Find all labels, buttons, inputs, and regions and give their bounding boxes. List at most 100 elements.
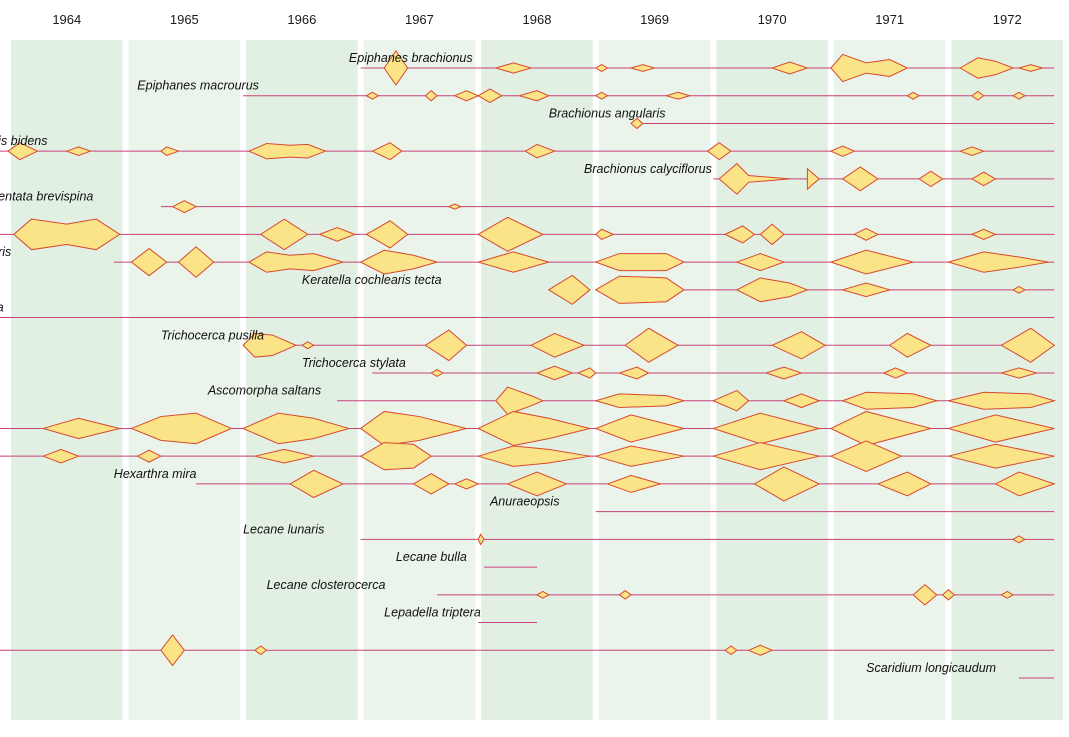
series-label: Brachionus angularis bidens xyxy=(0,134,47,148)
abundance-blob xyxy=(830,53,909,83)
abundance-blob xyxy=(424,89,438,102)
abundance-blob xyxy=(365,91,380,100)
species-row: Anuraeopsis xyxy=(489,495,1055,513)
abundance-blob xyxy=(254,645,268,656)
species-row: Brachionus quadridentata brevispina xyxy=(0,190,1055,214)
year-tick-label: 1965 xyxy=(170,12,199,27)
species-row: Trichocerca pusilla xyxy=(161,327,1056,363)
species-row: Lecane closterocerca xyxy=(267,578,1055,606)
species-row: Scaridium longicaudum xyxy=(866,661,1055,679)
abundance-blob xyxy=(241,412,351,445)
abundance-blob xyxy=(65,146,92,156)
abundance-blob xyxy=(130,247,168,277)
abundance-blob xyxy=(723,225,756,244)
year-band-1972 xyxy=(951,40,1063,720)
abundance-blob xyxy=(782,393,821,409)
abundance-blob xyxy=(453,478,480,490)
year-tick-label: 1972 xyxy=(993,12,1022,27)
abundance-blob xyxy=(259,218,309,251)
abundance-blob xyxy=(477,410,591,446)
series-label: Kellicottia longispina xyxy=(0,301,4,315)
abundance-blob xyxy=(247,143,327,160)
abundance-blob xyxy=(624,327,680,363)
abundance-blob xyxy=(888,332,932,358)
abundance-blob xyxy=(160,634,185,667)
year-axis: 1964 1965 1966 1967 1968 1969 1970 1971 1972 xyxy=(52,12,1021,27)
abundance-blob xyxy=(593,393,686,409)
abundance-blob xyxy=(524,143,557,159)
abundance-blob xyxy=(770,331,827,360)
abundance-blob xyxy=(629,64,657,72)
species-row: Brachionus angularis xyxy=(549,106,1055,130)
year-bands xyxy=(11,40,1063,720)
abundance-blob xyxy=(959,57,1015,79)
abundance-blob xyxy=(735,277,809,303)
abundance-blob xyxy=(383,50,409,86)
species-row: Synchaeta xyxy=(0,634,1055,667)
abundance-blob xyxy=(711,442,820,471)
year-band-1966 xyxy=(246,40,358,720)
abundance-blob xyxy=(618,589,632,600)
abundance-blob xyxy=(747,644,774,656)
species-row: Hexarthra mira xyxy=(114,466,1056,502)
species-rows: Epiphanes brachionus Epiphanes macrourus B… xyxy=(0,50,1057,679)
abundance-blob xyxy=(254,448,314,464)
series-label: Anuraeopsis xyxy=(489,495,560,509)
series-label: Keratella cochlearis xyxy=(0,245,11,259)
abundance-blob xyxy=(764,366,804,380)
abundance-blob xyxy=(177,246,215,279)
series-label: Scaridium longicaudum xyxy=(866,661,996,675)
abundance-blob xyxy=(1012,91,1026,100)
abundance-blob xyxy=(159,146,180,156)
abundance-blob xyxy=(594,414,685,443)
species-row: Trichocerca stylata xyxy=(302,356,1055,381)
year-tick-label: 1968 xyxy=(523,12,552,27)
series-label: Trichocerca stylata xyxy=(302,356,406,370)
abundance-blob xyxy=(946,414,1055,443)
abundance-blob xyxy=(13,218,121,251)
species-row: Brachionus calyciflorus xyxy=(584,162,1055,195)
abundance-blob xyxy=(664,91,692,100)
abundance-blob xyxy=(1017,64,1045,72)
abundance-blob xyxy=(841,391,939,410)
abundance-blob xyxy=(1012,285,1026,294)
abundance-blob xyxy=(594,91,609,100)
abundance-blob xyxy=(1012,535,1026,544)
year-band-1970 xyxy=(716,40,828,720)
abundance-blob xyxy=(536,590,550,599)
abundance-blob xyxy=(576,367,597,379)
abundance-blob xyxy=(753,466,821,502)
abundance-blob xyxy=(1000,590,1015,599)
year-band-1969 xyxy=(598,40,711,720)
species-row: Epiphanes brachionus xyxy=(349,50,1055,86)
abundance-blob xyxy=(289,469,345,499)
abundance-blob xyxy=(970,228,997,241)
series-label: Ascomorpha saltans xyxy=(207,384,321,398)
abundance-blob xyxy=(829,145,856,157)
abundance-blob xyxy=(447,203,462,210)
abundance-blob xyxy=(999,367,1039,379)
abundance-blob xyxy=(430,369,444,377)
abundance-blob xyxy=(970,171,997,187)
series-label: Lecane closterocerca xyxy=(267,578,386,592)
species-row: Keratella cochlearis xyxy=(0,245,1055,279)
year-tick-label: 1969 xyxy=(640,12,669,27)
abundance-blob xyxy=(477,88,503,104)
abundance-blob xyxy=(853,227,880,241)
abundance-blob xyxy=(517,90,551,102)
abundance-blob xyxy=(594,64,609,72)
abundance-blob xyxy=(130,412,233,445)
abundance-blob xyxy=(958,146,986,156)
year-tick-label: 1966 xyxy=(287,12,316,27)
series-label: Epiphanes brachionus xyxy=(349,51,473,65)
abundance-blob xyxy=(494,62,533,74)
series-label: Brachionus quadridentata brevispina xyxy=(0,190,93,204)
series-label: Brachionus calyciflorus xyxy=(584,162,712,176)
abundance-blob xyxy=(770,61,809,75)
abundance-blob xyxy=(359,249,439,275)
abundance-blob xyxy=(136,449,162,463)
species-row: Polyarthra xyxy=(0,410,1055,446)
abundance-blob xyxy=(247,251,345,273)
species-row: Ascomorpha saltans xyxy=(207,384,1057,415)
year-band-1968 xyxy=(481,40,593,720)
